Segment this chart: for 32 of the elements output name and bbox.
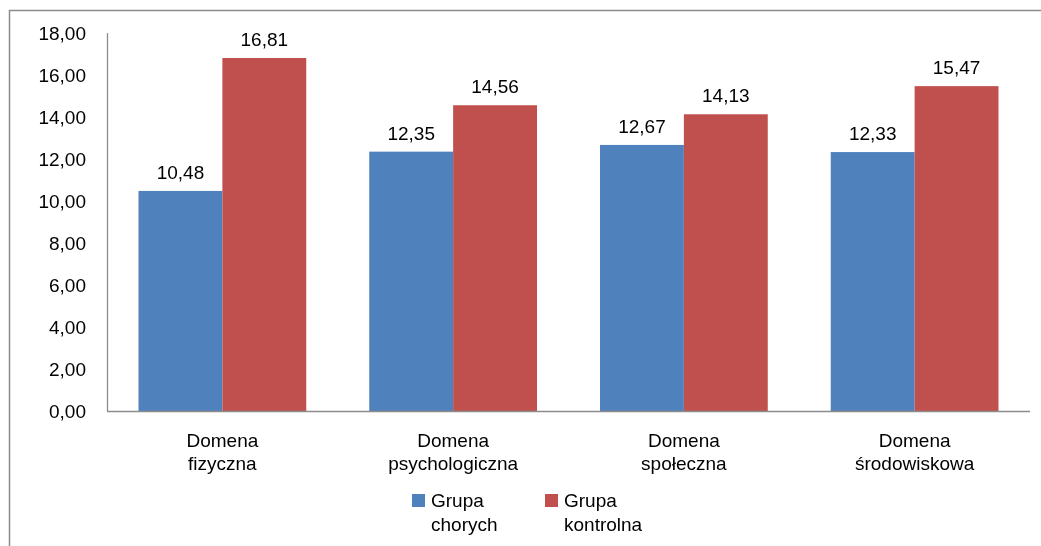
data-label: 16,81: [240, 28, 289, 50]
y-tick-label: 2,00: [49, 358, 86, 380]
bar: [369, 151, 454, 411]
x-tick-label: Domena psychologiczna: [388, 430, 519, 474]
bar: [600, 144, 684, 411]
y-tick-label: 12,00: [38, 148, 86, 170]
bar: [683, 114, 768, 411]
data-label: 12,35: [387, 122, 435, 144]
data-label: 10,48: [156, 161, 205, 183]
data-label: 14,13: [702, 85, 750, 107]
x-tick-label: Domena społeczna: [641, 430, 728, 474]
data-label: 12,67: [618, 115, 666, 137]
y-tick-label: 18,00: [38, 22, 86, 44]
y-tick-label: 6,00: [49, 274, 86, 296]
y-tick-label: 10,00: [38, 190, 86, 212]
legend-label: Grupa kontrolna: [564, 490, 643, 535]
legend-label: Grupa chorych: [431, 490, 498, 535]
y-tick-label: 4,00: [49, 316, 86, 338]
bar: [222, 57, 307, 411]
y-tick-label: 8,00: [49, 232, 86, 254]
data-label: 14,56: [471, 76, 519, 98]
data-label: 12,33: [848, 123, 897, 145]
bar: [453, 105, 537, 411]
x-tick-label: Domena fizyczna: [186, 430, 259, 474]
x-tick-label: Domena środowiskowa: [854, 430, 975, 474]
bar: [830, 152, 915, 411]
bar: [914, 86, 999, 411]
y-tick-label: 14,00: [38, 106, 86, 128]
data-label: 15,47: [932, 57, 981, 79]
y-tick-label: 0,00: [49, 400, 86, 422]
bar: [138, 190, 223, 411]
y-tick-label: 16,00: [38, 64, 86, 86]
